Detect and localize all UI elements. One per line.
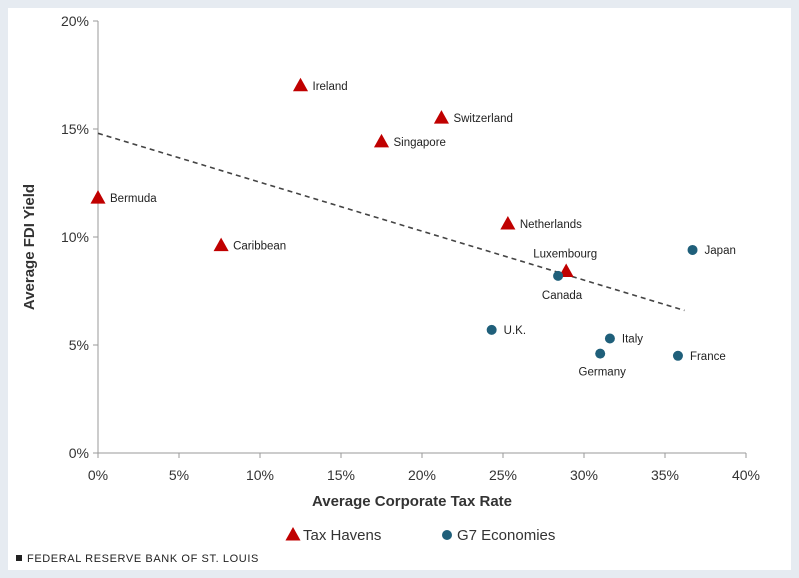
point-u-k	[486, 324, 497, 335]
label-switzerland: Switzerland	[453, 113, 512, 125]
label-france: France	[690, 351, 726, 363]
x-tick-label: 25%	[489, 467, 517, 483]
y-tick-label: 0%	[69, 445, 89, 461]
label-netherlands: Netherlands	[520, 219, 582, 231]
label-caribbean: Caribbean	[233, 241, 286, 253]
point-singapore	[373, 133, 390, 148]
point-canada	[553, 270, 564, 281]
label-ireland: Ireland	[313, 81, 348, 93]
label-singapore: Singapore	[394, 137, 446, 149]
point-germany	[595, 348, 606, 359]
scatter-chart: 0% 5% 10% 15% 20% 25% 30% 35% 40% 0% 5% 10% 15% 20% I…	[16, 13, 760, 565]
x-tick-label: 30%	[570, 467, 598, 483]
label-bermuda: Bermuda	[110, 193, 157, 205]
point-labels: Ireland Switzerland Singapore Bermuda Nether…	[110, 81, 736, 379]
label-italy: Italy	[622, 334, 643, 346]
legend-marker-g7-economies	[442, 530, 452, 540]
x-tick-label: 10%	[246, 467, 274, 483]
dashed-trendline	[97, 132, 685, 312]
legend-label-g7-economies: G7 Economies	[457, 527, 555, 544]
x-tick-label: 40%	[732, 467, 760, 483]
x-axis-title: Average Corporate Tax Rate	[312, 493, 512, 510]
y-tick-label: 20%	[61, 13, 89, 29]
point-italy	[604, 333, 615, 344]
data-points	[90, 77, 698, 361]
x-tick-label: 5%	[169, 467, 189, 483]
y-tick-label: 10%	[61, 229, 89, 245]
y-axis-title: Average FDI Yield	[21, 184, 38, 310]
source-footer: FEDERAL RESERVE BANK OF ST. LOUIS	[16, 553, 259, 565]
point-bermuda	[90, 190, 106, 204]
point-japan	[687, 244, 698, 255]
legend-label-tax-havens: Tax Havens	[303, 527, 381, 544]
x-tick-label: 35%	[651, 467, 679, 483]
y-tick-label: 15%	[61, 121, 89, 137]
trendline	[97, 132, 685, 312]
point-caribbean	[213, 237, 229, 252]
x-tick-label: 15%	[327, 467, 355, 483]
chart-axes	[97, 21, 746, 454]
point-netherlands	[500, 215, 516, 230]
axis-ticks: 0% 5% 10% 15% 20% 25% 30% 35% 40% 0% 5% 10% 15% 20%	[61, 13, 760, 483]
label-luxembourg: Luxembourg	[533, 249, 597, 261]
legend: Tax Havens G7 Economies	[285, 526, 555, 544]
label-japan: Japan	[705, 245, 736, 257]
y-tick-label: 5%	[69, 337, 89, 353]
point-france	[672, 350, 683, 361]
label-u-k: U.K.	[504, 325, 526, 337]
point-switzerland	[433, 110, 449, 124]
legend-marker-tax-havens	[285, 526, 301, 541]
source-square-icon	[16, 555, 22, 561]
x-tick-label: 0%	[88, 467, 108, 483]
point-ireland	[292, 77, 309, 92]
source-text: FEDERAL RESERVE BANK OF ST. LOUIS	[27, 553, 259, 565]
x-tick-label: 20%	[408, 467, 436, 483]
label-canada: Canada	[542, 290, 583, 302]
label-germany: Germany	[579, 367, 627, 379]
